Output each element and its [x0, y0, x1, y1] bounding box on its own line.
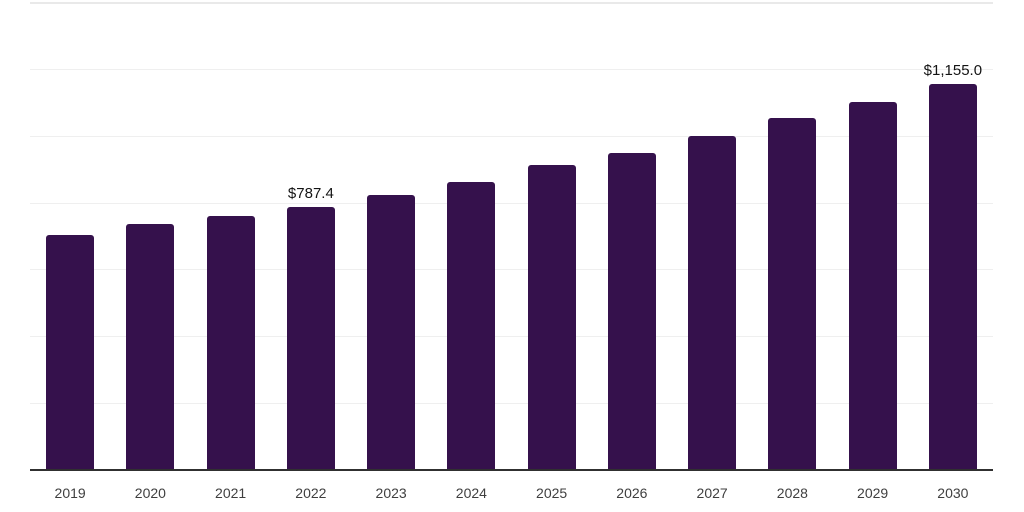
gridline: [30, 202, 993, 204]
x-tick-label-2022: 2022: [295, 485, 327, 501]
x-tick-label-2021: 2021: [215, 485, 247, 501]
bar-2019: [46, 234, 95, 470]
x-tick-label-2020: 2020: [134, 485, 166, 501]
bar-2020: [126, 224, 175, 470]
bar-value-label-2022: $787.4: [287, 184, 334, 202]
bar-2027: [688, 135, 737, 470]
gridline: [30, 403, 993, 405]
gridline: [30, 269, 993, 271]
bar-2024: [447, 181, 496, 470]
bar-value-label-2030: $1,155.0: [923, 61, 983, 79]
bar-2026: [607, 153, 656, 470]
bar-2028: [768, 118, 817, 470]
x-tick-label-2027: 2027: [696, 485, 728, 501]
gridline: [30, 135, 993, 137]
bar-2025: [527, 165, 576, 470]
gridline: [30, 68, 993, 70]
x-tick-label-2030: 2030: [937, 485, 969, 501]
bar-2023: [367, 194, 416, 470]
x-tick-label-2023: 2023: [375, 485, 407, 501]
bar-2030: [928, 83, 977, 470]
chart-top-border: [30, 1, 993, 4]
x-tick-label-2024: 2024: [455, 485, 487, 501]
x-tick-label-2019: 2019: [54, 485, 86, 501]
bar-2021: [206, 215, 255, 470]
x-tick-label-2028: 2028: [776, 485, 808, 501]
x-tick-label-2026: 2026: [616, 485, 648, 501]
gridline: [30, 336, 993, 338]
x-axis-line: [30, 469, 993, 471]
x-tick-label-2025: 2025: [536, 485, 568, 501]
bar-2029: [848, 101, 897, 470]
bar-2022: [286, 206, 335, 470]
x-tick-label-2029: 2029: [857, 485, 889, 501]
